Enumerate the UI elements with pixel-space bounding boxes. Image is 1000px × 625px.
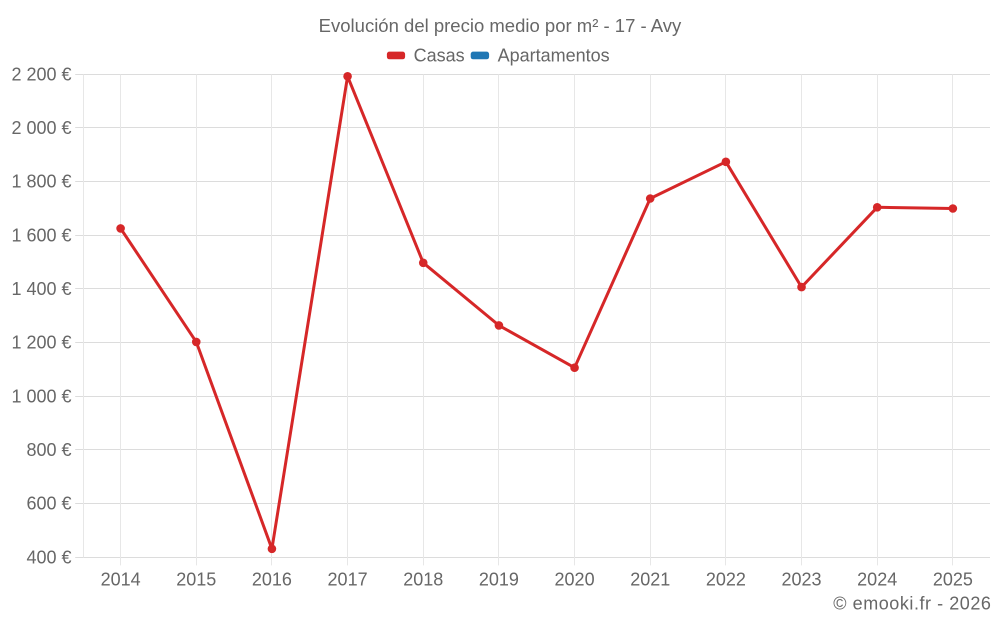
svg-text:1 200 €: 1 200 € <box>11 333 71 353</box>
svg-text:1 800 €: 1 800 € <box>11 172 71 192</box>
svg-text:2024: 2024 <box>857 569 897 589</box>
svg-text:2014: 2014 <box>101 569 141 589</box>
svg-text:2021: 2021 <box>630 569 670 589</box>
svg-text:2025: 2025 <box>933 569 973 589</box>
svg-text:400 €: 400 € <box>26 547 71 567</box>
svg-text:600 €: 600 € <box>26 494 71 514</box>
svg-text:2015: 2015 <box>176 569 216 589</box>
svg-text:2 200 €: 2 200 € <box>11 64 71 84</box>
svg-text:2019: 2019 <box>479 569 519 589</box>
svg-text:2017: 2017 <box>328 569 368 589</box>
svg-text:2016: 2016 <box>252 569 292 589</box>
svg-text:2018: 2018 <box>403 569 443 589</box>
svg-text:1 600 €: 1 600 € <box>11 225 71 245</box>
svg-text:1 000 €: 1 000 € <box>11 386 71 406</box>
svg-text:2022: 2022 <box>706 569 746 589</box>
svg-text:2023: 2023 <box>782 569 822 589</box>
svg-text:800 €: 800 € <box>26 440 71 460</box>
svg-text:2020: 2020 <box>555 569 595 589</box>
svg-text:© emooki.fr - 2026: © emooki.fr - 2026 <box>833 593 991 613</box>
svg-text:2 000 €: 2 000 € <box>11 118 71 138</box>
svg-text:Casas: Casas <box>414 46 465 66</box>
svg-text:1 400 €: 1 400 € <box>11 279 71 299</box>
svg-text:Evolución del precio medio por: Evolución del precio medio por m² - 17 -… <box>319 15 682 36</box>
svg-text:Apartamentos: Apartamentos <box>498 46 610 66</box>
